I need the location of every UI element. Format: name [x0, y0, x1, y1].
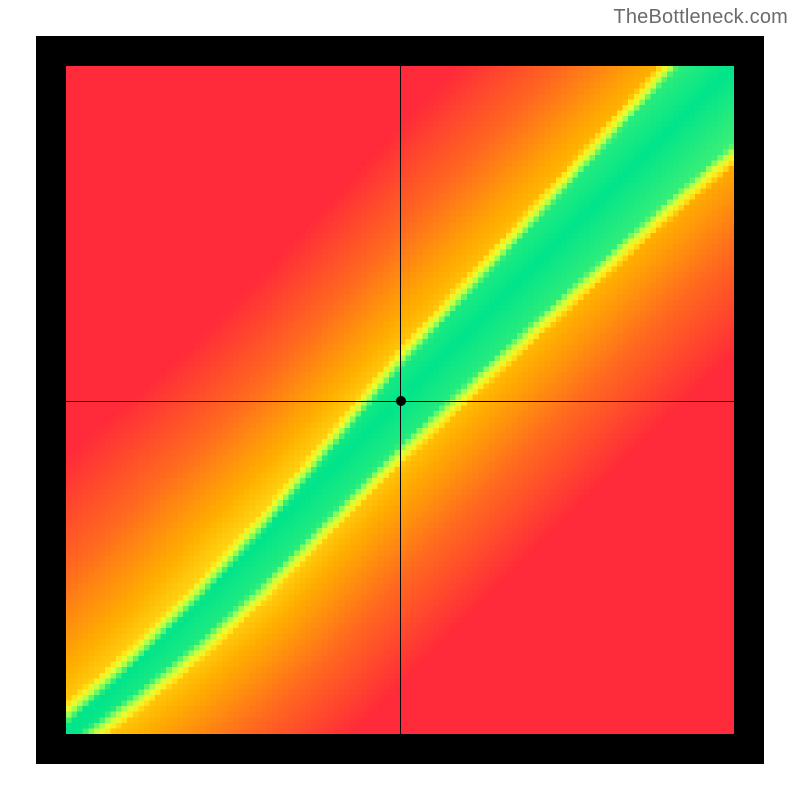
crosshair-marker [396, 396, 406, 406]
watermark-text: TheBottleneck.com [613, 6, 788, 29]
chart-container: TheBottleneck.com [0, 0, 800, 800]
